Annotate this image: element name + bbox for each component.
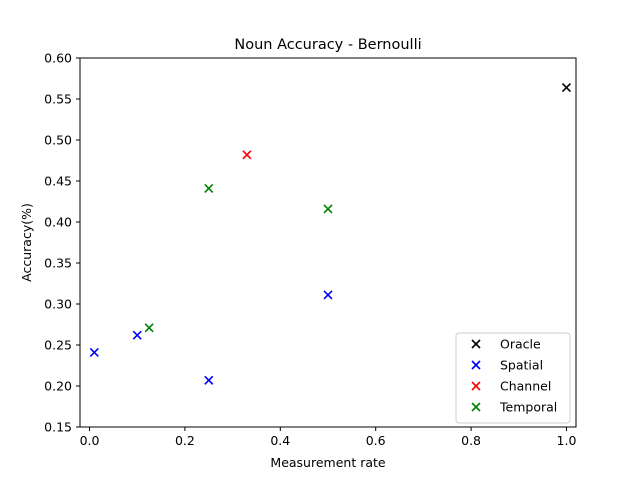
x-tick-label: 0.8: [461, 433, 481, 448]
y-tick-label: 0.40: [44, 215, 72, 230]
y-tick-label: 0.50: [44, 133, 72, 148]
y-tick-label: 0.60: [44, 51, 72, 66]
data-point-temporal: [204, 183, 214, 193]
data-point-spatial: [323, 290, 333, 300]
y-tick-label: 0.55: [44, 92, 72, 107]
y-tick-label: 0.25: [44, 338, 72, 353]
data-point-spatial: [89, 347, 99, 357]
data-point-spatial: [204, 375, 214, 385]
legend-label-temporal: Temporal: [499, 400, 557, 415]
x-axis-ticks: 0.0 0.2 0.4 0.6 0.8 1.0: [80, 427, 577, 448]
x-tick-label: 1.0: [557, 433, 577, 448]
y-tick-label: 0.30: [44, 297, 72, 312]
data-point-oracle: [561, 82, 572, 93]
legend-marker-spatial: [471, 360, 481, 370]
legend-label-spatial: Spatial: [500, 358, 543, 373]
legend-marker-temporal: [471, 402, 481, 412]
legend: Oracle Spatial Channel Temporal: [455, 332, 571, 424]
data-point-temporal: [323, 204, 333, 214]
x-tick-label: 0.4: [270, 433, 290, 448]
legend-box: [455, 332, 571, 424]
data-point-spatial: [132, 330, 142, 340]
data-markers: [89, 82, 572, 385]
plot-area: [79, 57, 577, 428]
x-axis-label: Measurement rate: [270, 455, 385, 470]
chart-title: Noun Accuracy - Bernoulli: [234, 37, 421, 53]
legend-label-channel: Channel: [500, 379, 551, 394]
x-tick-label: 0.0: [80, 433, 100, 448]
legend-label-oracle: Oracle: [500, 337, 541, 352]
y-axis-label: Accuracy(%): [19, 203, 34, 282]
legend-marker-oracle: [471, 339, 481, 349]
x-tick-label: 0.6: [366, 433, 386, 448]
y-tick-label: 0.45: [44, 174, 72, 189]
data-point-channel: [242, 150, 252, 160]
legend-marker-channel: [471, 381, 481, 391]
y-tick-label: 0.20: [44, 379, 72, 394]
y-tick-label: 0.35: [44, 256, 72, 271]
y-axis-ticks: 0.15 0.20 0.25 0.30 0.35 0.40 0.45 0.50 0.55 0.60: [44, 51, 80, 435]
data-point-temporal: [144, 323, 154, 333]
x-tick-label: 0.2: [175, 433, 195, 448]
y-tick-label: 0.15: [44, 420, 72, 435]
plot-frame: [79, 57, 577, 428]
